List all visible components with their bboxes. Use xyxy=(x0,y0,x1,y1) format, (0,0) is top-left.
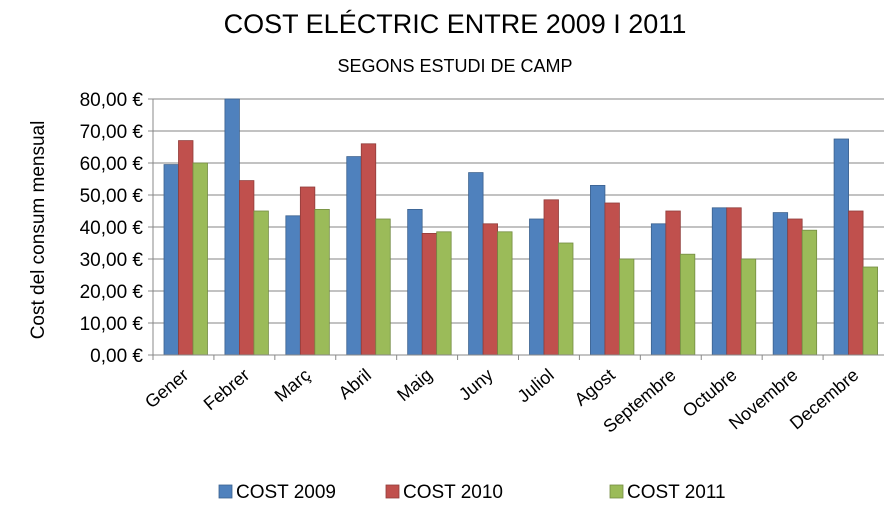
bar xyxy=(740,258,757,356)
legend-label: COST 2009 xyxy=(236,482,336,503)
x-tick-label: Juliol xyxy=(514,365,558,407)
bar xyxy=(421,232,438,356)
legend-swatch xyxy=(218,484,233,499)
bar xyxy=(650,223,667,356)
y-tick-label: 60,00 € xyxy=(80,154,144,175)
bar xyxy=(801,229,818,356)
bar xyxy=(360,143,377,356)
bar xyxy=(679,253,696,356)
bar xyxy=(314,208,330,356)
legend-label: COST 2010 xyxy=(403,482,503,503)
legend: COST 2009 COST 2010 COST 2011 xyxy=(218,482,726,503)
y-tick-label: 20,00 € xyxy=(80,282,144,303)
bar xyxy=(590,184,606,356)
x-tick-label: Agost xyxy=(571,365,619,410)
bar xyxy=(224,98,240,356)
x-tick-label: Febrer xyxy=(200,365,253,414)
bar xyxy=(497,231,513,356)
bar xyxy=(285,215,301,356)
gridlines xyxy=(153,98,884,324)
x-tick-label: Juny xyxy=(455,365,497,405)
y-tick-label: 70,00 € xyxy=(80,122,144,143)
bar xyxy=(543,199,559,356)
y-tick-label: 10,00 € xyxy=(80,314,144,335)
chart-title: COST ELÉCTRIC ENTRE 2009 I 2011 xyxy=(224,9,687,39)
x-tick-label: Abril xyxy=(335,365,375,403)
bar xyxy=(787,218,803,356)
x-axis-ticks: Gener Febrer Març Abril Maig Juny Juliol AgostS… xyxy=(141,355,862,437)
bar xyxy=(482,223,498,356)
bar xyxy=(848,210,864,356)
bar xyxy=(192,162,208,356)
x-tick-label: Maig xyxy=(393,365,436,405)
y-axis-ticks: 0,00 € 10,00 € 20,00 € 30,00 € 40,00 € 50,00 … xyxy=(80,90,153,367)
bar xyxy=(604,202,620,356)
x-tick-label: Gener xyxy=(141,365,192,412)
y-tick-label: 50,00 € xyxy=(80,186,144,207)
bar xyxy=(468,172,484,356)
bar xyxy=(178,140,194,356)
bar xyxy=(436,231,452,356)
bar xyxy=(726,207,742,356)
bar xyxy=(711,207,728,356)
bar xyxy=(253,210,269,356)
y-tick-label: 30,00 € xyxy=(80,250,144,271)
y-tick-label: 0,00 € xyxy=(90,346,143,367)
bar xyxy=(833,138,849,356)
bar xyxy=(529,218,545,356)
bar xyxy=(619,258,635,356)
y-axis-label: Cost del consum mensual xyxy=(28,121,49,340)
legend-swatch xyxy=(385,484,400,499)
x-tick-label: Decembre xyxy=(786,365,862,434)
bar xyxy=(375,218,391,356)
x-tick-label: Març xyxy=(271,365,314,406)
bar xyxy=(346,156,362,356)
legend-label: COST 2011 xyxy=(627,482,726,503)
bar xyxy=(407,208,423,356)
bar xyxy=(558,242,574,356)
y-tick-label: 80,00 € xyxy=(80,90,144,111)
bar xyxy=(862,266,878,356)
chart-subtitle: SEGONS ESTUDI DE CAMP xyxy=(337,56,572,76)
bar xyxy=(163,164,179,356)
y-tick-label: 40,00 € xyxy=(80,218,144,239)
bar xyxy=(665,210,681,356)
legend-swatch xyxy=(609,484,624,499)
bar xyxy=(239,180,255,356)
bar xyxy=(772,212,789,356)
bar xyxy=(299,186,316,356)
